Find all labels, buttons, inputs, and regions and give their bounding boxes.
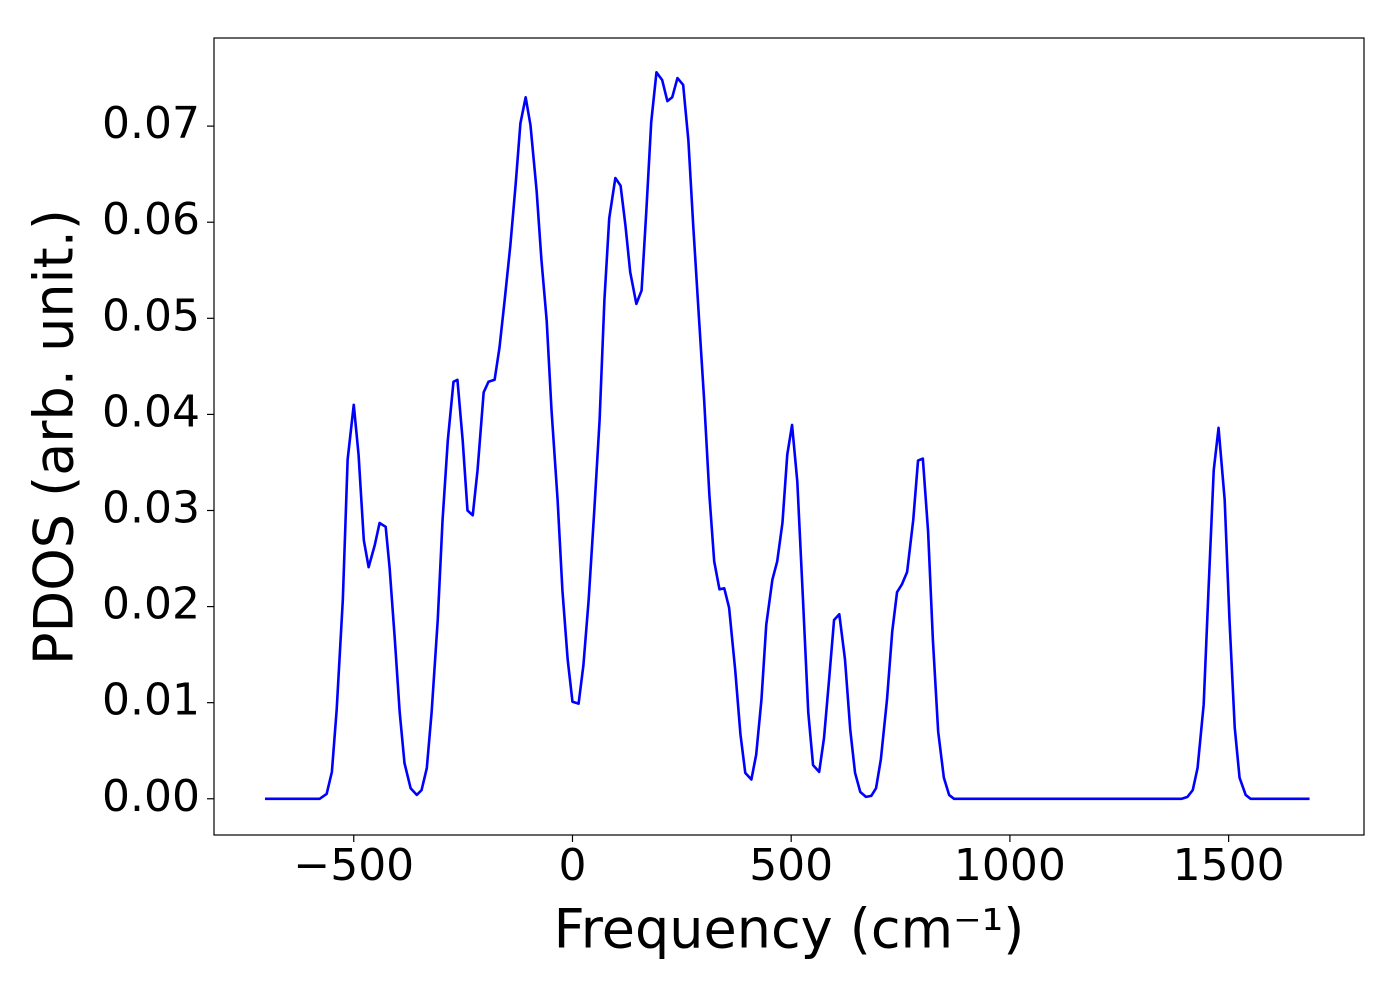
x-tick-label: −500 bbox=[293, 840, 414, 891]
y-tick-label: 0.03 bbox=[102, 482, 200, 533]
y-tick-label: 0.06 bbox=[102, 194, 200, 245]
x-tick-label: 1500 bbox=[1173, 840, 1285, 891]
pdos-line bbox=[264, 71, 1310, 801]
y-tick-label: 0.07 bbox=[102, 98, 200, 149]
plot-frame bbox=[213, 37, 1365, 836]
y-tick-label: 0.05 bbox=[102, 290, 200, 341]
y-tick-label: 0.00 bbox=[102, 771, 200, 822]
y-axis-label: PDOS (arb. unit.) bbox=[23, 209, 86, 665]
y-tick-label: 0.04 bbox=[102, 386, 200, 437]
x-tick-label: 0 bbox=[558, 840, 586, 891]
y-tick-label: 0.02 bbox=[102, 579, 200, 630]
x-axis-label: Frequency (cm⁻¹) bbox=[554, 898, 1025, 961]
x-tick-label: 500 bbox=[749, 840, 833, 891]
y-tick-label: 0.01 bbox=[102, 675, 200, 726]
x-tick-label: 1000 bbox=[954, 840, 1066, 891]
